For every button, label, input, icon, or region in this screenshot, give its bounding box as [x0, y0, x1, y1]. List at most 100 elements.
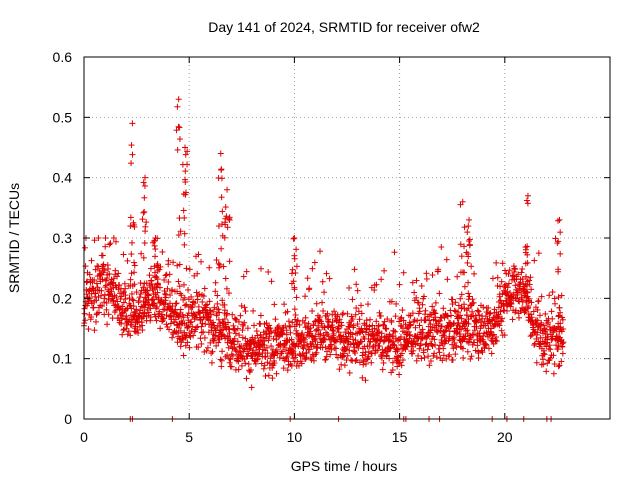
data-point: [453, 325, 460, 332]
data-point: [123, 313, 130, 320]
data-point: [203, 347, 210, 354]
data-point: [550, 370, 557, 377]
data-point: [291, 235, 298, 241]
data-point: [380, 321, 387, 328]
data-point: [497, 308, 504, 315]
data-point: [515, 314, 522, 321]
data-point: [226, 216, 233, 223]
data-point: [528, 311, 535, 318]
data-point: [238, 302, 245, 309]
data-point: [414, 317, 421, 324]
data-point: [429, 303, 436, 310]
data-point: [231, 335, 238, 342]
data-point: [150, 239, 157, 246]
data-point: [195, 303, 202, 310]
data-point: [475, 308, 482, 315]
data-point: [531, 342, 538, 349]
data-point: [127, 332, 134, 339]
data-point: [556, 304, 563, 311]
data-point: [101, 267, 108, 274]
data-point: [337, 338, 344, 345]
data-point: [152, 235, 159, 241]
data-point: [266, 322, 273, 329]
data-point: [103, 299, 110, 306]
data-point: [359, 328, 366, 335]
data-point: [409, 310, 416, 317]
data-point: [116, 306, 123, 313]
data-point: [240, 345, 247, 352]
data-point: [108, 288, 115, 295]
data-point: [209, 348, 216, 355]
data-point: [175, 278, 182, 285]
data-point: [427, 358, 434, 365]
data-point: [526, 277, 533, 284]
data-point: [333, 351, 340, 358]
data-point: [347, 321, 354, 328]
data-point: [498, 318, 505, 325]
data-point: [547, 355, 554, 362]
data-point: [541, 351, 548, 358]
data-point: [120, 289, 127, 296]
data-point: [346, 284, 353, 291]
data-point: [142, 174, 149, 181]
data-point: [438, 244, 445, 251]
data-point: [254, 355, 261, 362]
data-point: [504, 284, 511, 291]
data-point: [501, 332, 508, 339]
data-point: [344, 352, 351, 359]
data-point: [112, 267, 119, 274]
data-point: [506, 267, 513, 274]
data-point: [284, 353, 291, 360]
data-point: [145, 309, 152, 316]
data-point: [302, 314, 309, 321]
data-point: [273, 346, 280, 353]
data-point: [347, 341, 354, 348]
data-point: [121, 308, 128, 315]
data-point: [100, 261, 107, 268]
data-point: [445, 353, 452, 360]
data-point: [119, 331, 126, 338]
data-point: [546, 342, 553, 349]
data-point: [349, 316, 356, 323]
data-point: [234, 325, 241, 332]
data-point: [329, 324, 336, 331]
data-point: [141, 182, 148, 189]
data-point: [129, 296, 136, 303]
data-point: [301, 342, 308, 349]
data-point: [342, 329, 349, 336]
data-point: [192, 300, 199, 307]
data-point: [213, 256, 220, 263]
data-point: [187, 333, 194, 340]
data-point: [258, 360, 265, 367]
y-axis-label: SRMTID / TECUs: [6, 183, 22, 293]
data-point: [515, 271, 522, 278]
data-point: [396, 371, 403, 378]
data-point: [193, 324, 200, 331]
data-point: [511, 265, 518, 272]
data-point: [116, 282, 123, 289]
data-point: [265, 337, 272, 344]
x-tick-label: 5: [185, 429, 193, 445]
data-point: [483, 341, 490, 348]
data-point: [373, 318, 380, 325]
data-point: [219, 208, 226, 215]
data-point: [466, 293, 473, 300]
data-point: [348, 357, 355, 364]
data-point: [349, 331, 356, 338]
data-point: [415, 352, 422, 359]
data-point: [383, 352, 390, 359]
data-point: [262, 373, 269, 380]
data-point: [112, 238, 119, 245]
data-point: [215, 175, 222, 182]
data-point: [208, 350, 215, 357]
data-point: [126, 295, 133, 302]
data-point: [159, 248, 166, 255]
data-point: [198, 329, 205, 336]
data-point: [139, 216, 146, 223]
data-point: [465, 305, 472, 312]
data-point: [176, 283, 183, 290]
data-point: [465, 290, 472, 297]
data-point: [475, 355, 482, 362]
data-point: [258, 265, 265, 272]
data-point: [149, 296, 156, 303]
